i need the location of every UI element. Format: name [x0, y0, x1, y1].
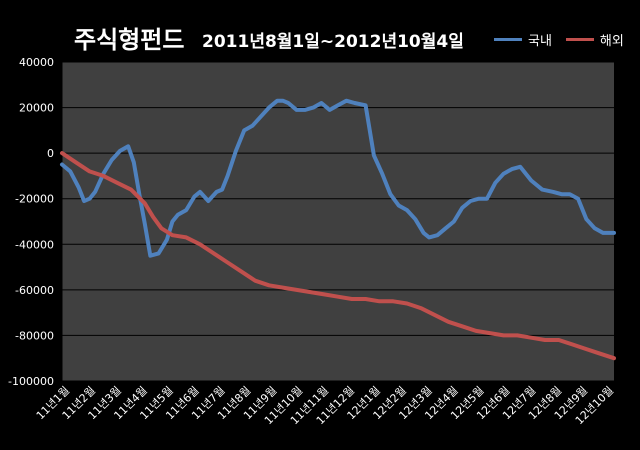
y-tick-label: 40000	[19, 56, 54, 69]
y-tick-label: -80000	[15, 329, 54, 342]
y-tick-label: -20000	[15, 193, 54, 206]
legend-swatch-overseas	[565, 38, 594, 41]
y-tick-label: 20000	[19, 102, 54, 115]
legend-label-domestic: 국내	[528, 34, 552, 49]
legend-swatch-domestic	[494, 38, 522, 41]
y-tick-label: -40000	[15, 238, 54, 251]
legend-item-overseas: 해외	[565, 30, 624, 49]
legend-item-domestic: 국내	[494, 30, 552, 49]
series-line-overseas	[60, 151, 616, 361]
series-line-domestic	[60, 98, 616, 258]
legend: 국내 해외	[494, 30, 638, 49]
chart-subtitle: 2011년8월1일~2012년10월4일	[202, 32, 464, 52]
y-tick-label: -60000	[15, 284, 54, 297]
y-tick-label: 0	[47, 147, 54, 160]
chart-title: 주식형펀드	[74, 26, 185, 54]
y-tick-label: -100000	[8, 375, 54, 388]
legend-label-overseas: 해외	[599, 34, 624, 49]
